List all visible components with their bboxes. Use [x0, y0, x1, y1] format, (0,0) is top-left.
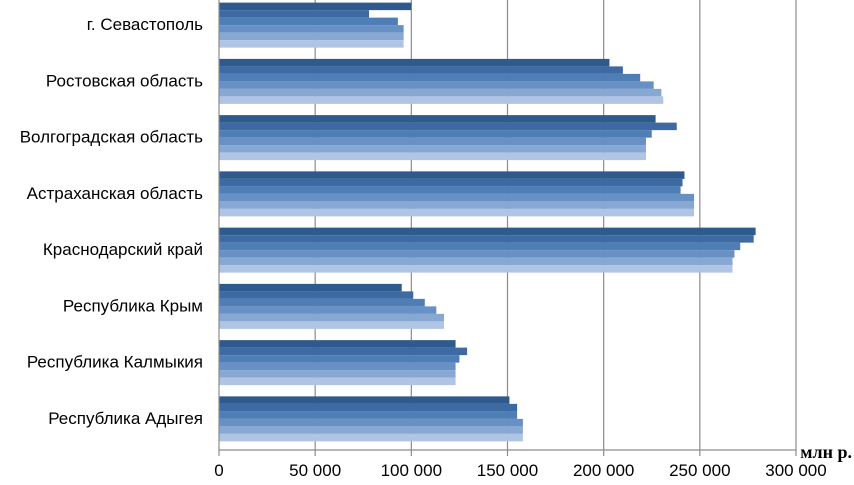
- bar: [219, 370, 456, 378]
- bar: [219, 171, 685, 179]
- bar: [219, 283, 402, 292]
- bar: [219, 403, 518, 412]
- x-tick-label: 200 000: [573, 461, 634, 480]
- x-tick-label: 250 000: [669, 461, 730, 480]
- bar: [219, 58, 610, 67]
- bar: [219, 10, 370, 18]
- bar: [219, 40, 404, 48]
- bar: [219, 2, 412, 11]
- bar: [219, 242, 741, 251]
- bar: [219, 193, 695, 202]
- bar: [219, 145, 646, 153]
- bar: [219, 32, 404, 41]
- x-tick-label: 0: [214, 461, 223, 480]
- bar: [219, 313, 445, 322]
- bar: [219, 298, 425, 307]
- bar: [219, 377, 456, 386]
- bar: [219, 137, 646, 146]
- bar: [219, 265, 733, 273]
- category-label: г. Севастополь: [87, 15, 203, 34]
- bar: [219, 186, 681, 194]
- bar: [219, 362, 456, 371]
- bar: [219, 25, 404, 33]
- bar: [219, 418, 523, 427]
- bar: [219, 257, 733, 266]
- bar: [219, 208, 695, 217]
- category-label: Краснодарский край: [43, 240, 203, 259]
- category-label: Ростовская область: [46, 71, 203, 90]
- bar: [219, 73, 641, 82]
- x-tick-label: 100 000: [381, 461, 442, 480]
- bar: [219, 340, 456, 348]
- bar: [219, 411, 518, 419]
- x-tick-label: 50 000: [289, 461, 341, 480]
- bar: [219, 115, 656, 123]
- labels: 0 50 000 100 000 150 000 200 000 250 000 300 0…: [20, 15, 827, 480]
- bar: [219, 426, 523, 434]
- bar: [219, 347, 468, 356]
- bar: [219, 130, 652, 138]
- bar: [219, 17, 398, 26]
- bar: [219, 235, 754, 243]
- bar: [219, 122, 677, 131]
- bar: [219, 96, 664, 104]
- bar: [219, 396, 510, 404]
- bar: [219, 88, 662, 97]
- bar: [219, 178, 683, 187]
- bar: [219, 152, 646, 161]
- x-tick-label: 300 000: [765, 461, 826, 480]
- bar: [219, 355, 460, 363]
- bar: [219, 250, 735, 258]
- bar: [219, 81, 654, 89]
- category-label: Республика Калмыкия: [27, 353, 203, 372]
- bar: [219, 306, 437, 314]
- x-unit-label: млн р.: [800, 442, 852, 462]
- x-tick-label: 150 000: [477, 461, 538, 480]
- bar: [219, 291, 414, 299]
- bar: [219, 201, 695, 209]
- bar: [219, 321, 445, 329]
- category-label: Республика Крым: [63, 296, 203, 315]
- bar: [219, 66, 623, 74]
- bars: [219, 2, 756, 442]
- category-label: Волгоградская область: [20, 128, 203, 147]
- bar: [219, 227, 756, 236]
- category-label: Астраханская область: [27, 184, 203, 203]
- category-label: Республика Адыгея: [48, 409, 203, 428]
- bar: [219, 433, 523, 442]
- axes: [218, 0, 797, 456]
